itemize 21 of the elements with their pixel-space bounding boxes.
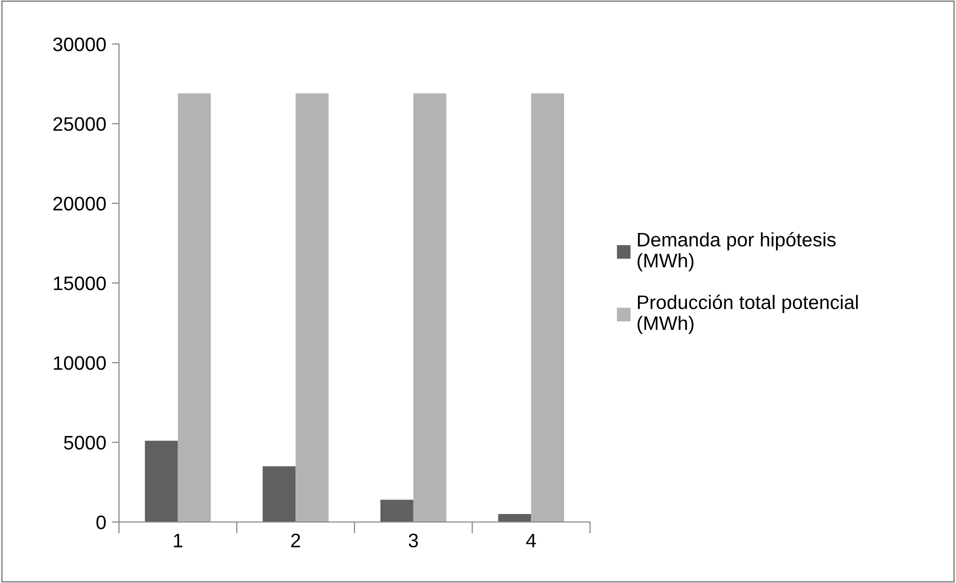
bar <box>178 93 211 522</box>
bar <box>296 93 329 522</box>
y-tick-label: 20000 <box>53 196 106 211</box>
x-tick-label: 4 <box>526 534 536 548</box>
bar <box>262 466 296 522</box>
y-tick-label: 0 <box>96 515 106 530</box>
y-tick-label: 30000 <box>53 37 106 52</box>
bar <box>413 93 446 522</box>
legend-label: Producción total potencial (MWh) <box>638 294 858 334</box>
bar <box>380 500 414 522</box>
y-tick-label: 15000 <box>54 276 106 290</box>
legend-label: Demanda por hipótesis (MWh) <box>638 232 836 272</box>
x-tick-label: 1 <box>174 534 182 548</box>
y-tick-label: 25000 <box>53 117 106 131</box>
bar <box>531 93 564 522</box>
x-tick-label: 2 <box>291 534 300 548</box>
y-tick-label: 10000 <box>54 356 106 370</box>
x-tick-label: 3 <box>408 534 418 548</box>
bar <box>498 514 532 522</box>
bar <box>144 440 178 522</box>
y-tick-label: 5000 <box>64 436 106 450</box>
